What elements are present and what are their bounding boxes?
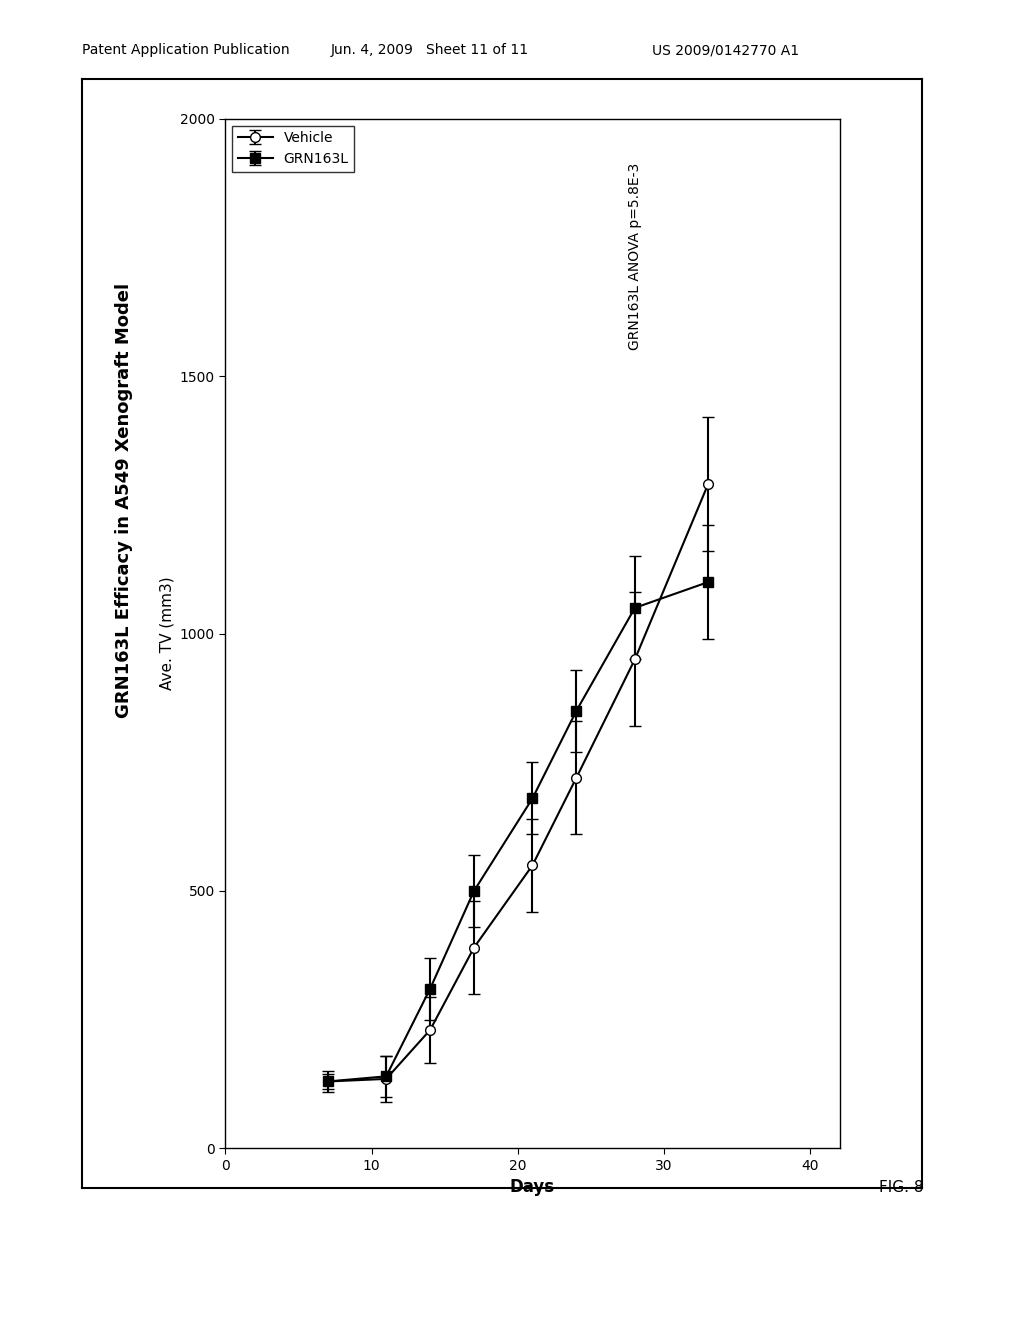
Legend: Vehicle, GRN163L: Vehicle, GRN163L (232, 125, 354, 172)
Text: US 2009/0142770 A1: US 2009/0142770 A1 (651, 44, 799, 57)
Text: Jun. 4, 2009   Sheet 11 of 11: Jun. 4, 2009 Sheet 11 of 11 (331, 44, 529, 57)
Text: Patent Application Publication: Patent Application Publication (82, 44, 290, 57)
Text: GRN163L ANOVA p=5.8E-3: GRN163L ANOVA p=5.8E-3 (628, 164, 642, 350)
Y-axis label: Ave. TV (mm3): Ave. TV (mm3) (159, 577, 174, 690)
Text: GRN163L Efficacy in A549 Xenograft Model: GRN163L Efficacy in A549 Xenograft Model (115, 282, 133, 718)
X-axis label: Days: Days (510, 1179, 555, 1196)
Text: FIG. 8: FIG. 8 (879, 1180, 924, 1196)
